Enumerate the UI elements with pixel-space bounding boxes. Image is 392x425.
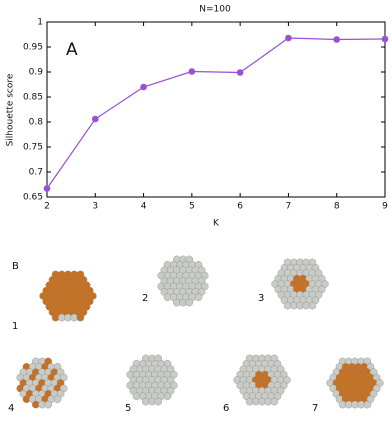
y-tick-label: 0.65 — [23, 193, 43, 203]
x-tick-label: 4 — [141, 202, 147, 212]
atom — [363, 400, 372, 409]
atom — [270, 397, 279, 406]
point — [381, 35, 389, 43]
panel-label: B — [12, 261, 19, 272]
atom — [154, 397, 162, 406]
x-tick-label: 3 — [92, 202, 98, 212]
item-label: 2 — [142, 293, 148, 304]
y-tick-label: 0.8 — [29, 118, 44, 128]
point — [236, 69, 244, 76]
item-label: 7 — [312, 403, 318, 414]
y-tick-label: 1 — [37, 18, 43, 28]
y-tick-label: 0.75 — [23, 143, 43, 153]
y-tick-label: 0.7 — [29, 168, 43, 178]
x-tick-label: 5 — [189, 202, 195, 212]
point — [285, 34, 292, 42]
x-tick-label: 2 — [44, 202, 50, 212]
x-axis-label: K — [213, 219, 220, 229]
panel-label: A — [66, 40, 78, 60]
item-label: 3 — [258, 293, 264, 304]
point — [91, 115, 99, 123]
chart-title: N=100 — [199, 5, 231, 15]
x-tick-label: 8 — [334, 202, 340, 212]
y-tick-label: 0.95 — [23, 43, 43, 53]
series-line — [46, 37, 386, 189]
atom — [308, 301, 317, 310]
atom — [44, 400, 53, 409]
atom — [185, 298, 193, 307]
x-tick-label: 9 — [382, 202, 388, 212]
item-label: 4 — [8, 403, 14, 414]
point — [140, 83, 147, 91]
y-axis-label: Silhouette score — [6, 73, 16, 146]
item-label: 1 — [12, 321, 18, 332]
atom — [194, 293, 203, 301]
atom — [53, 395, 62, 403]
plot-frame — [46, 21, 386, 198]
atom — [163, 392, 172, 400]
item-label: 5 — [125, 403, 131, 414]
clusters — [16, 255, 384, 409]
point — [43, 185, 51, 192]
y-tick-label: 0.9 — [29, 68, 44, 78]
point — [333, 36, 341, 43]
point — [188, 68, 196, 75]
atom — [76, 313, 85, 322]
x-tick-label: 6 — [237, 202, 243, 212]
x-tick-label: 7 — [286, 202, 292, 212]
y-tick-label: 0.85 — [23, 93, 43, 103]
item-label: 6 — [223, 403, 229, 414]
